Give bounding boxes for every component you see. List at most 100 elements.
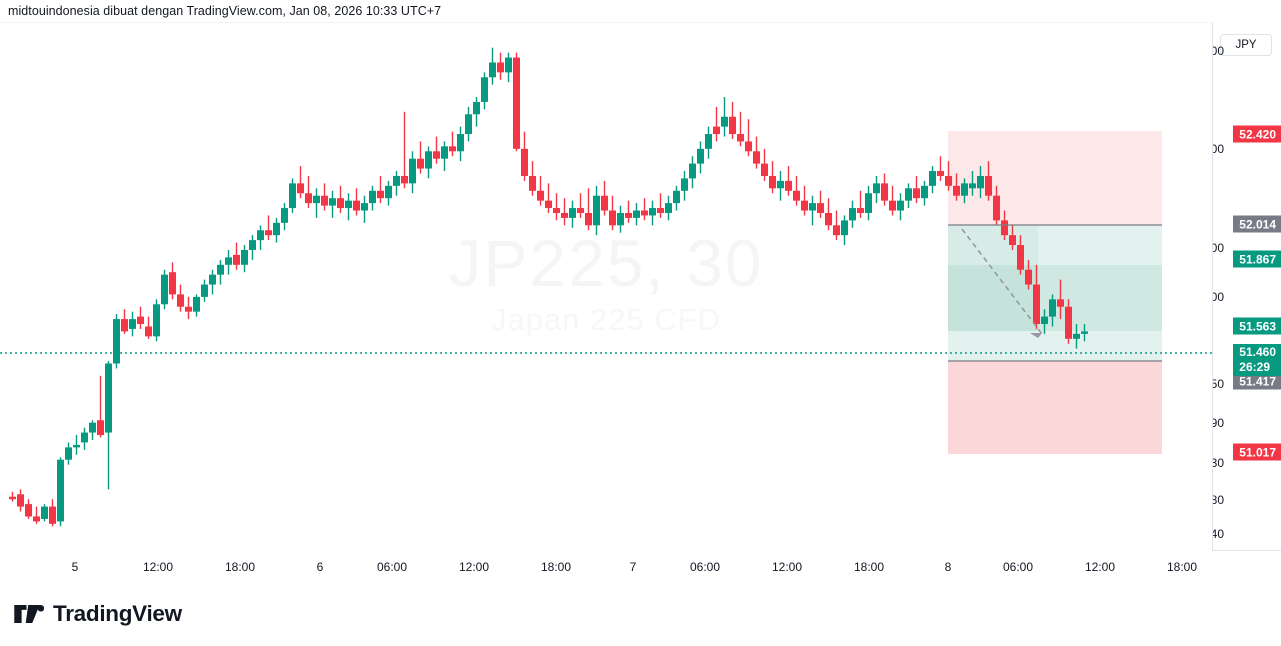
time-tick-label: 06:00: [1002, 560, 1034, 574]
candle: [1049, 294, 1056, 327]
price-marker-take-profit-loss[interactable]: 52.420: [1233, 125, 1281, 143]
candle: [561, 198, 568, 226]
candle: [9, 491, 16, 502]
candle: [481, 72, 488, 110]
candle: [265, 215, 272, 241]
candle: [657, 193, 664, 218]
time-tick-label: 12:00: [1084, 560, 1116, 574]
candle: [809, 195, 816, 226]
tradingview-logo[interactable]: TradingView: [14, 601, 182, 627]
profit-zone-mid[interactable]: [948, 225, 1038, 265]
candle: [105, 361, 112, 490]
candle: [49, 499, 56, 527]
time-tick-label: 7: [629, 560, 637, 574]
candle: [1041, 309, 1048, 334]
candle: [521, 131, 528, 181]
candle: [97, 375, 104, 438]
currency-badge[interactable]: JPY: [1220, 34, 1272, 56]
chart-pane[interactable]: JP225, 30 Japan 225 CFD: [0, 22, 1213, 551]
candle: [241, 245, 248, 273]
trend-arrow-line[interactable]: [961, 228, 1043, 335]
candle: [353, 188, 360, 216]
price-marker-target[interactable]: 51.867: [1233, 250, 1281, 268]
bar-countdown-value: 26:29: [1239, 360, 1270, 374]
candle: [777, 171, 784, 201]
candle: [961, 178, 968, 204]
candle: [953, 173, 960, 201]
price-tick-value: 51.800: [1212, 240, 1224, 255]
candle: [321, 183, 328, 211]
candle: [1065, 299, 1072, 344]
candle: [601, 180, 608, 216]
profit-zone-dark[interactable]: [948, 265, 1038, 331]
candle: [625, 200, 632, 223]
candle: [289, 178, 296, 213]
time-tick-label: 5: [71, 560, 79, 574]
candle: [753, 136, 760, 169]
candle: [633, 203, 640, 226]
price-tick-value: 50.930: [1212, 455, 1224, 470]
candle: [337, 185, 344, 213]
price-axis[interactable]: JPY 52.600 52.200 51.800 51.600 51.250 51.090…: [1212, 22, 1281, 550]
loss-zone-lower[interactable]: [948, 361, 1162, 454]
candle: [297, 166, 304, 199]
candle: [529, 161, 536, 196]
current-price-value: 51.460: [1239, 345, 1276, 359]
candle: [985, 161, 992, 201]
candle: [201, 279, 208, 302]
candle: [1009, 225, 1016, 250]
profit-zone-3[interactable]: [948, 331, 1162, 361]
candle: [905, 183, 912, 209]
candle: [449, 131, 456, 157]
candle: [585, 188, 592, 231]
candle: [465, 106, 472, 142]
candle: [313, 188, 320, 218]
candle: [249, 235, 256, 260]
time-tick-label: 18:00: [540, 560, 572, 574]
candle: [969, 171, 976, 196]
candle: [1073, 324, 1080, 349]
position-zones-layer: [948, 131, 1162, 454]
candle: [697, 141, 704, 174]
candle: [409, 151, 416, 194]
candle: [849, 200, 856, 228]
time-tick-label: 12:00: [771, 560, 803, 574]
price-marker-entry[interactable]: 52.014: [1233, 215, 1281, 233]
candle: [825, 198, 832, 231]
candle: [505, 52, 512, 83]
price-marker-entry[interactable]: 51.417: [1233, 372, 1281, 390]
candle: [57, 457, 64, 527]
time-axis-corner: [1212, 550, 1281, 583]
candle: [673, 185, 680, 211]
candle: [641, 198, 648, 221]
candle: [17, 489, 24, 512]
candle: [881, 173, 888, 206]
candle: [497, 52, 504, 80]
candle: [89, 420, 96, 440]
candlestick-plot: [0, 47, 1212, 527]
candle: [441, 141, 448, 172]
time-axis[interactable]: 5 12:00 18:00 6 06:00 12:00 18:00 7 06:00 12:00 18…: [0, 550, 1212, 583]
candle: [785, 166, 792, 196]
candle: [705, 126, 712, 159]
candle: [713, 106, 720, 142]
candle: [1017, 235, 1024, 275]
candle: [433, 136, 440, 164]
time-tick-label: 12:00: [142, 560, 174, 574]
price-marker-target[interactable]: 51.563: [1233, 317, 1281, 335]
candle: [937, 156, 944, 181]
candle: [553, 193, 560, 221]
time-tick-label: 12:00: [458, 560, 490, 574]
candle: [385, 180, 392, 206]
candle: [729, 101, 736, 139]
candle: [993, 185, 1000, 226]
candle: [305, 175, 312, 209]
trend-arrow-head: [1030, 333, 1042, 338]
current-price-marker[interactable]: 51.460 26:29: [1233, 344, 1281, 376]
candle: [721, 97, 728, 137]
candle: [681, 171, 688, 201]
candle: [25, 499, 32, 519]
price-tick-value: 51.090: [1212, 416, 1224, 431]
candle: [1025, 259, 1032, 290]
price-marker-stop[interactable]: 51.017: [1233, 443, 1281, 461]
